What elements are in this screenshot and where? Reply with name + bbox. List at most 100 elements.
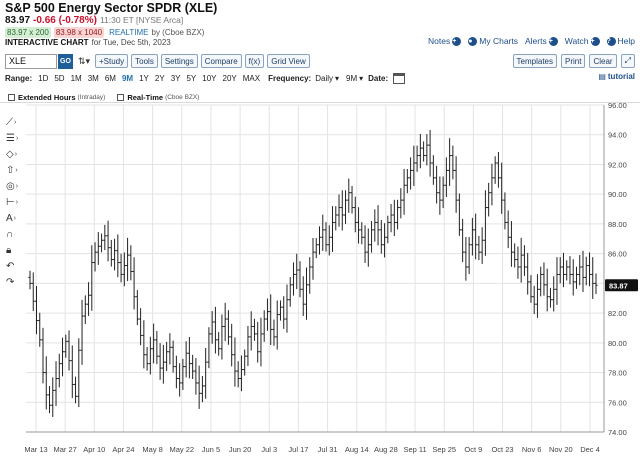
ohlc-bar [444,157,448,198]
shape-tool[interactable]: ◇ › [6,146,24,162]
fx-button[interactable]: f(x) [244,54,265,68]
range-option-1d[interactable]: 1D [38,74,49,83]
line-tool[interactable]: ⟋ › [6,114,24,130]
range-option-9m[interactable]: 9M [121,74,134,83]
ohlc-bar [412,145,416,186]
print-button[interactable]: Print [561,54,586,68]
range-option-10y[interactable]: 10Y [202,74,217,83]
redo-icon: ↷ [6,276,15,288]
frequency-select[interactable]: Frequency: Daily ▾ [268,74,339,83]
expand-icon[interactable]: ⤢ [620,54,635,68]
help-link[interactable]: ? Help [606,36,635,46]
alerts-link[interactable]: Alerts + [525,36,558,46]
ohlc-bar [500,162,504,214]
undo-tool[interactable]: ↶ [6,258,24,274]
line-icon: ⟋ [6,116,13,128]
range-option-20y[interactable]: 20Y [222,74,237,83]
range-label: Range: [5,74,33,83]
ohlc-bar [334,206,338,231]
tutorial-link[interactable]: ▤ tutorial [598,72,635,81]
x-tick-label: Sep 11 [403,445,426,454]
measure-tool[interactable]: ⊢ › [6,194,24,210]
ohlc-bar [135,290,139,326]
ohlc-bar [392,199,396,237]
date-picker[interactable]: Date: [368,73,406,84]
ohlc-bar [461,218,465,262]
price-chart[interactable]: 74.0076.0078.0080.0082.0084.0086.0088.00… [0,103,640,467]
undo-icon: ↶ [6,260,15,272]
ohlc-bar [558,257,562,284]
text-tool[interactable]: A › [6,210,24,226]
ohlc-bar [38,312,42,347]
symbol-input[interactable] [5,53,57,69]
ohlc-bar [158,343,162,380]
magnet-tool[interactable]: ∩ [6,226,24,242]
tutorial-label: tutorial [607,72,635,81]
lock-icon: 🔒︎ [6,244,12,256]
my-charts-link[interactable]: ● My Charts [468,36,518,46]
ohlc-bar [125,237,130,282]
ohlc-bar [278,300,283,321]
extended-hours-checkbox[interactable] [8,93,15,101]
redo-tool[interactable]: ↷ [6,274,24,290]
settings-button[interactable]: Settings [160,54,198,68]
ohlc-bar [581,250,585,293]
ohlc-bar [86,282,91,316]
magnet-icon: ∩ [6,228,14,240]
range-option-3m[interactable]: 3M [87,74,99,83]
ohlc-bar [207,327,211,369]
lock-tool[interactable]: 🔒︎ [6,242,24,258]
ohlc-bar [314,238,318,259]
range-option-5d[interactable]: 5D [54,74,65,83]
realtime-label[interactable]: REALTIME [109,28,149,37]
ohlc-bar [496,152,501,188]
real-time-checkbox[interactable] [117,93,125,101]
y-tick-label: 88.00 [608,220,627,229]
go-button[interactable]: GO [58,53,73,69]
ohlc-bar [106,220,110,262]
ohlc-bar [230,323,234,367]
ohlc-bar [57,353,61,388]
templates-button[interactable]: Templates [512,54,558,68]
y-tick-label: 92.00 [608,160,627,169]
range-option-1m[interactable]: 1M [70,74,82,83]
extended-hours-option[interactable]: Extended Hours (Intraday) [8,93,105,102]
symbol-lookup-icon[interactable]: ⇅▾ [78,55,91,66]
real-time-option[interactable]: Real-Time (Cboe BZX) [117,93,199,102]
watch-link[interactable]: Watch + [565,36,600,46]
tools-button[interactable]: Tools [131,54,158,68]
range-option-6m[interactable]: 6M [104,74,116,83]
ohlc-bar [539,266,543,297]
notes-link[interactable]: Notes + [428,36,462,46]
ohlc-bar [548,287,553,308]
range-option-max[interactable]: MAX [242,74,261,83]
chevron-down-icon: ▾ [359,74,364,83]
ohlc-bar [288,277,292,307]
compare-button[interactable]: Compare [200,54,242,68]
ohlc-bar [226,310,231,345]
grid-view-button[interactable]: Grid View [267,54,310,68]
ohlc-bar [340,190,344,231]
marker-tool[interactable]: ◎ › [6,178,24,194]
range-option-2y[interactable]: 2Y [154,74,165,83]
arrow-tool[interactable]: ⇧ › [6,162,24,178]
real-time-label: Real-Time [127,92,164,102]
chart-date: for Tue, Dec 5th, 2023 [91,38,171,47]
ohlc-bar [174,355,178,389]
ohlc-bar [464,236,468,281]
drawing-tools: ⟋ › ☰ › ◇ › ⇧ › ◎ › ⊢ › A › ∩ 🔒︎ ↶ ↷ [6,114,24,290]
range-option-3y[interactable]: 3Y [170,74,181,83]
range-option-1y[interactable]: 1Y [139,74,149,83]
clear-button[interactable]: Clear [589,54,617,68]
ohlc-bar [490,163,494,206]
add-study-button[interactable]: +Study [95,54,129,68]
period-select[interactable]: 9M ▾ [344,74,363,83]
range-option-5y[interactable]: 5Y [186,74,197,83]
x-tick-label: Nov 20 [549,445,573,454]
ohlc-bar [77,338,81,408]
fibonacci-tool[interactable]: ☰ › [6,130,24,146]
ohlc-bar [483,190,488,256]
ohlc-bar [574,266,579,289]
chart-toolbar: GO ⇅▾ +Study Tools Settings Compare f(x)… [5,53,635,69]
ohlc-bar [99,233,104,253]
